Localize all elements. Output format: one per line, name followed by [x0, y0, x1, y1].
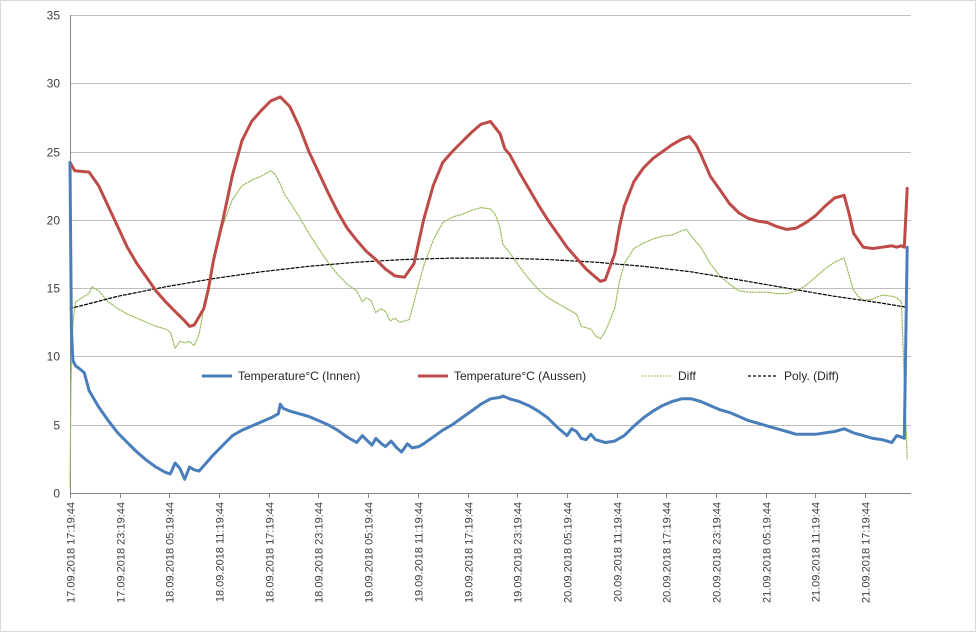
y-tick-label: 0 — [53, 487, 60, 501]
legend-label-0: Temperature°C (Innen) — [238, 369, 360, 383]
x-tick-label: 18.09.2018 17:19:44 — [265, 502, 277, 603]
y-tick-label: 20 — [47, 214, 61, 228]
legend-label-2: Diff — [678, 369, 696, 383]
y-tick-label: 35 — [47, 9, 61, 23]
x-tick-label: 18.09.2018 05:19:44 — [165, 502, 177, 603]
series-line-1 — [68, 95, 909, 328]
x-tick-label: 21.09.2018 17:19:44 — [861, 502, 873, 603]
legend-label-3: Poly. (Diff) — [784, 369, 839, 383]
gridlines — [70, 15, 911, 426]
x-tick-label: 19.09.2018 17:19:44 — [464, 502, 476, 603]
x-tick-label: 20.09.2018 11:19:44 — [613, 502, 625, 602]
x-tick-label: 19.09.2018 11:19:44 — [414, 502, 426, 602]
x-tick-label: 17.09.2018 17:19:44 — [66, 502, 78, 603]
y-tick-label: 25 — [47, 146, 61, 160]
y-tick-label: 5 — [53, 419, 60, 433]
series — [68, 95, 909, 487]
x-tick-label: 19.09.2018 23:19:44 — [513, 502, 525, 603]
x-tick-label: 19.09.2018 05:19:44 — [364, 502, 376, 603]
legend-label-1: Temperature°C (Aussen) — [454, 369, 586, 383]
x-tick-label: 21.09.2018 05:19:44 — [762, 502, 774, 603]
x-tick-label: 18.09.2018 23:19:44 — [314, 502, 326, 603]
y-tick-label: 30 — [47, 77, 61, 91]
y-tick-label: 15 — [47, 282, 61, 296]
x-tick-label: 20.09.2018 23:19:44 — [712, 502, 724, 603]
x-tick-label: 21.09.2018 11:19:44 — [811, 502, 823, 602]
x-axis-ticks: 17.09.2018 17:19:44 17.09.2018 23:19:44 18… — [66, 493, 873, 603]
series-line-0 — [68, 161, 909, 481]
series-line-2 — [69, 170, 908, 487]
y-axis-ticks: 0 5 10 15 20 25 30 35 — [47, 9, 61, 501]
legend: Temperature°C (Innen) Temperature°C (Auss… — [202, 369, 839, 383]
x-tick-label: 20.09.2018 17:19:44 — [662, 502, 674, 603]
series-line-3 — [69, 257, 908, 310]
y-tick-label: 10 — [47, 350, 61, 364]
x-tick-label: 17.09.2018 23:19:44 — [116, 502, 128, 603]
x-tick-label: 18.09.2018 11:19:44 — [215, 502, 227, 602]
x-tick-label: 20.09.2018 05:19:44 — [563, 502, 575, 603]
